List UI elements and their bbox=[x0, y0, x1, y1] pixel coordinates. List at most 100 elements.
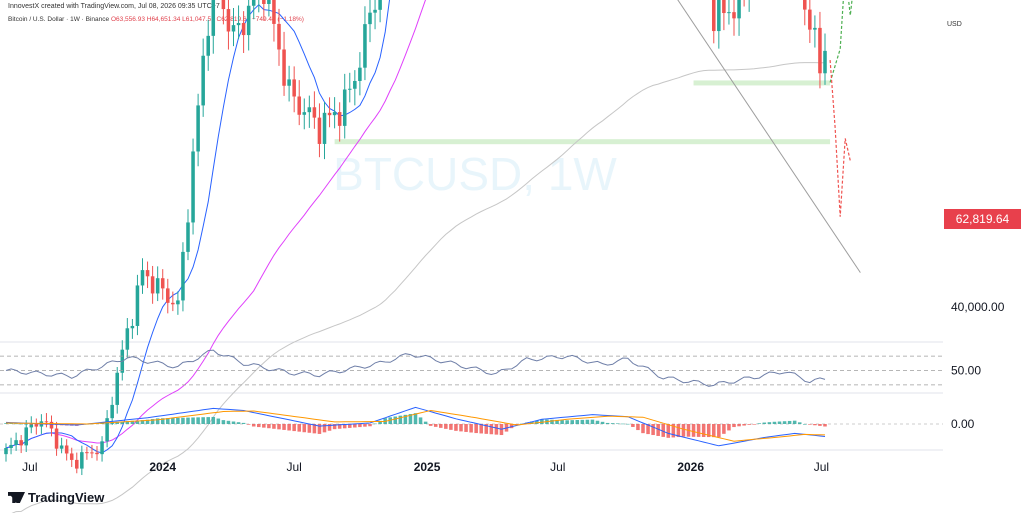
macd-histogram-bar bbox=[297, 424, 301, 432]
moving-averages bbox=[5, 0, 826, 513]
candle-body bbox=[287, 79, 291, 86]
macd-histogram-bar bbox=[160, 418, 165, 424]
candle-body bbox=[353, 80, 357, 89]
candle-body bbox=[130, 325, 135, 329]
macd-histogram-bar bbox=[449, 424, 453, 430]
projections bbox=[829, 0, 853, 217]
trend-channel bbox=[677, 0, 861, 273]
macd-histogram-bar bbox=[191, 417, 195, 424]
macd-histogram-bar bbox=[484, 424, 489, 434]
macd-histogram-bar bbox=[570, 420, 574, 424]
macd-histogram-bar bbox=[39, 424, 44, 425]
macd-histogram-bar bbox=[595, 420, 600, 424]
macd-histogram-bar bbox=[717, 424, 721, 438]
candle-body bbox=[241, 22, 246, 36]
macd-histogram-bar bbox=[585, 419, 590, 424]
macd-histogram-bar bbox=[348, 424, 352, 428]
macd-histogram-bar bbox=[641, 424, 645, 434]
candle-body bbox=[145, 270, 150, 277]
candle-body bbox=[332, 112, 337, 116]
macd-histogram-bar bbox=[509, 424, 514, 429]
macd-histogram-bar bbox=[363, 424, 367, 427]
candle-body bbox=[277, 23, 281, 50]
support-zone bbox=[334, 80, 831, 145]
macd-histogram-bar bbox=[176, 417, 180, 424]
candle-body bbox=[211, 0, 216, 36]
macd-histogram-bar bbox=[565, 420, 569, 424]
macd-histogram-bar bbox=[302, 424, 307, 433]
macd-histogram-bar bbox=[712, 424, 716, 438]
macd-line bbox=[5, 406, 826, 447]
macd-histogram-bar bbox=[373, 423, 377, 425]
candle-body bbox=[69, 453, 74, 460]
candle-body bbox=[262, 0, 266, 4]
macd-histogram-bar bbox=[797, 422, 802, 424]
macd-histogram-bar bbox=[803, 424, 807, 425]
time-tick-label: Jul bbox=[814, 460, 829, 474]
candle-body bbox=[813, 27, 817, 30]
candle-body bbox=[337, 112, 342, 126]
macd-histogram-bar bbox=[408, 414, 413, 424]
candle-body bbox=[267, 0, 271, 4]
candle-body bbox=[19, 440, 23, 446]
macd-histogram-bar bbox=[4, 423, 8, 424]
macd-histogram-bar bbox=[287, 424, 291, 431]
candle-body bbox=[823, 50, 827, 74]
candle-body bbox=[818, 27, 822, 74]
macd-histogram-bar bbox=[135, 420, 140, 424]
macd-histogram-bar bbox=[550, 419, 554, 424]
candle-body bbox=[64, 445, 69, 454]
candle-body bbox=[307, 107, 312, 113]
macd-histogram-bar bbox=[327, 424, 332, 431]
macd-histogram-bar bbox=[621, 423, 625, 425]
candle-body bbox=[282, 49, 286, 86]
macd-histogram-bar bbox=[787, 420, 792, 424]
macd-histogram-bar bbox=[19, 423, 23, 425]
macd-histogram-bar bbox=[226, 420, 231, 424]
macd-histogram-bar bbox=[322, 424, 327, 433]
macd-histogram-bar bbox=[777, 421, 782, 424]
macd-histogram-bar bbox=[605, 422, 610, 424]
macd-histogram-bar bbox=[444, 424, 448, 429]
candle-body bbox=[722, 0, 726, 14]
macd-histogram-bar bbox=[115, 421, 119, 424]
candle-body bbox=[80, 452, 84, 469]
rsi-line bbox=[5, 349, 826, 387]
macd-histogram-bar bbox=[282, 424, 286, 430]
macd-histogram-bar bbox=[292, 424, 296, 432]
candle-body bbox=[125, 328, 130, 350]
macd-histogram-bar bbox=[251, 424, 256, 427]
ma-50-line bbox=[5, 0, 426, 449]
candle-body bbox=[171, 302, 175, 305]
macd-histogram-bar bbox=[671, 424, 676, 438]
time-tick-label: Jul bbox=[22, 460, 37, 474]
candle-body bbox=[196, 105, 200, 152]
last-price-badge: 62,819.64 bbox=[944, 209, 1021, 229]
macd-histogram-bar bbox=[590, 419, 595, 424]
macd-histogram-bar bbox=[742, 424, 746, 426]
macd-histogram-bar bbox=[155, 418, 160, 424]
macd-histogram-bar bbox=[29, 424, 34, 425]
candle-body bbox=[712, 0, 716, 32]
macd-histogram-bar bbox=[727, 424, 731, 431]
macd-histogram-bar bbox=[676, 424, 681, 438]
macd-histogram-bar bbox=[696, 424, 701, 437]
candle-body bbox=[176, 300, 180, 305]
candle-body bbox=[206, 35, 210, 56]
macd-histogram-bar bbox=[464, 424, 468, 432]
rsi-tick-label: 50.00 bbox=[951, 364, 981, 378]
macd-histogram-bar bbox=[474, 424, 478, 434]
ohlc-readout: O63,556.93 H64,651.34 L61,047.51 C62,819… bbox=[110, 16, 304, 23]
candle-body bbox=[34, 424, 39, 427]
candle-body bbox=[140, 270, 145, 286]
macd-histogram-bar bbox=[469, 424, 473, 433]
macd-histogram-bar bbox=[479, 424, 483, 434]
macd-histogram-bar bbox=[332, 424, 337, 430]
candle-body bbox=[29, 424, 34, 428]
candle-body bbox=[49, 421, 54, 429]
candle-body bbox=[342, 89, 347, 126]
candle-body bbox=[59, 445, 64, 449]
candle-body bbox=[358, 67, 362, 81]
candle-body bbox=[14, 440, 18, 445]
